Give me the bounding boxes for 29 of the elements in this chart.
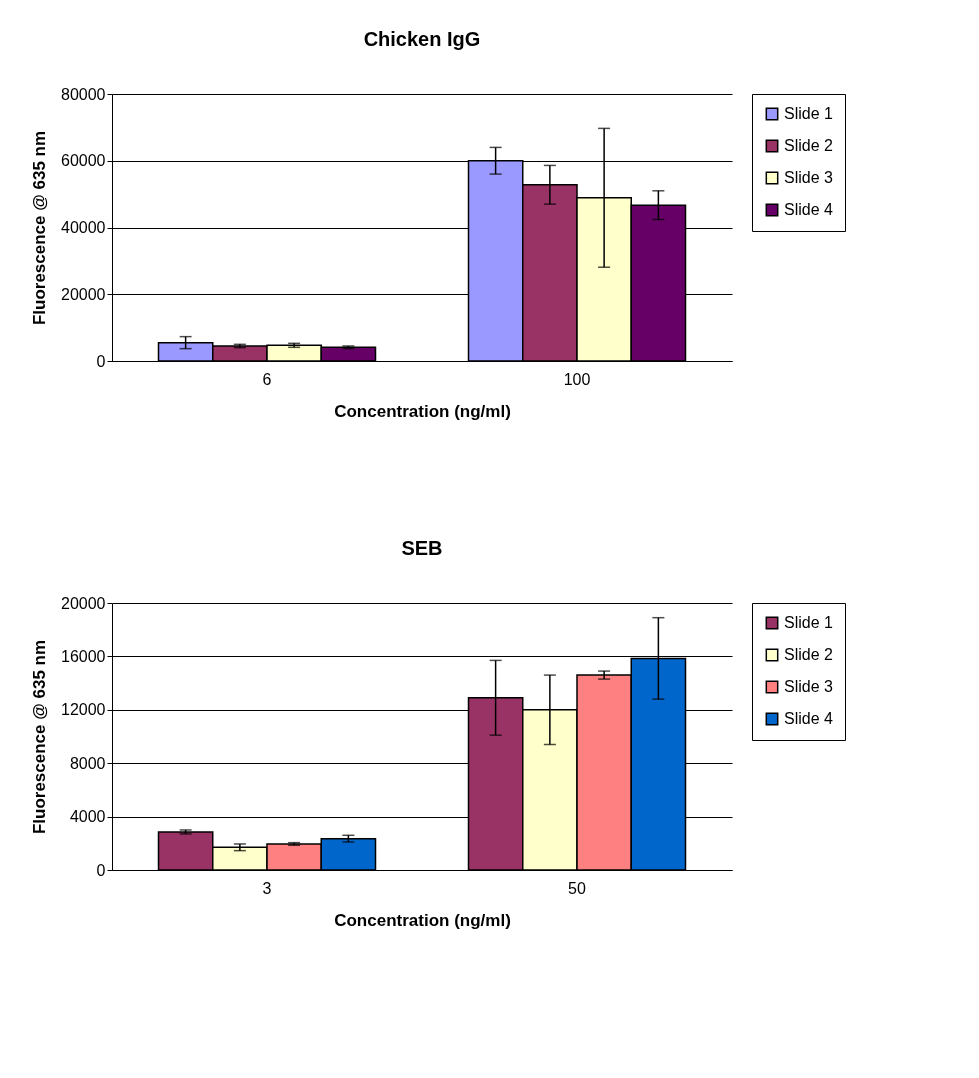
legend-label: Slide 2	[784, 646, 834, 663]
y-tick-label: 60000	[61, 152, 106, 170]
y-tick-label: 0	[96, 861, 106, 879]
legend-label: Slide 1	[784, 614, 834, 631]
chart-title: Chicken IgG	[363, 28, 481, 50]
x-axis-title: Concentration (ng/ml)	[334, 401, 511, 421]
y-axis-title: Fluorescence @ 635 nm	[30, 130, 50, 326]
legend-label: Slide 1	[784, 105, 834, 122]
legend-label: Slide 2	[784, 137, 834, 154]
y-tick-label: 40000	[61, 219, 106, 236]
x-tick-label: 50	[568, 879, 586, 897]
y-tick-label: 4000	[69, 808, 106, 826]
x-tick-label: 100	[563, 370, 591, 388]
x-axis-title: Concentration (ng/ml)	[334, 910, 511, 930]
y-tick-label: 80000	[61, 85, 106, 103]
legend-label: Slide 3	[784, 678, 834, 695]
x-tick-label: 3	[262, 879, 272, 897]
y-tick-label: 12000	[61, 701, 106, 719]
y-tick-label: 8000	[69, 754, 106, 772]
legend-label: Slide 4	[784, 201, 834, 218]
legend-label: Slide 4	[784, 710, 834, 727]
legend-label: Slide 3	[784, 169, 834, 186]
y-tick-label: 20000	[61, 285, 106, 303]
y-axis-title: Fluorescence @ 635 nm	[30, 639, 50, 835]
x-tick-label: 6	[262, 370, 272, 388]
y-tick-label: 0	[96, 352, 106, 370]
y-tick-label: 20000	[61, 594, 106, 612]
chart-title: SEB	[401, 537, 443, 559]
y-tick-label: 16000	[61, 647, 106, 665]
